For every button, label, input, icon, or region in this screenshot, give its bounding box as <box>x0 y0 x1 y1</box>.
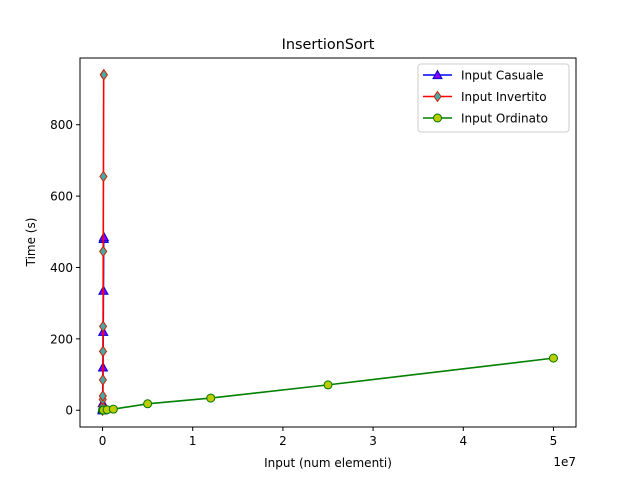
legend-entry-input-casuale: Input Casuale <box>423 69 544 83</box>
legend-marker <box>433 113 442 123</box>
series-layer <box>97 68 558 417</box>
x-tick-label: 3 <box>369 434 377 448</box>
y-axis-label: Time (s) <box>24 218 38 268</box>
x-axis-ticks: 0 1 2 3 4 5 <box>99 427 558 448</box>
y-tick-label: 0 <box>65 404 73 418</box>
y-tick-label: 800 <box>50 118 73 132</box>
data-point <box>98 320 108 333</box>
legend-entry-input-invertito: Input Invertito <box>423 90 547 104</box>
data-point <box>143 399 153 409</box>
y-tick-label: 600 <box>50 190 73 204</box>
data-point <box>99 245 108 258</box>
y-axis-ticks: 0 200 400 600 800 <box>50 118 80 418</box>
data-point <box>108 404 118 414</box>
legend-label: Input Casuale <box>461 69 544 83</box>
legend-box <box>417 63 570 133</box>
data-point <box>548 353 558 363</box>
x-axis-label: Input (num elementi) <box>264 456 392 470</box>
legend-marker <box>432 69 443 80</box>
data-point <box>98 390 107 402</box>
data-point <box>206 393 216 403</box>
legend-marker <box>433 90 442 103</box>
legend-label: Input Invertito <box>461 90 547 104</box>
data-point <box>98 345 108 358</box>
x-tick-label: 4 <box>459 434 467 448</box>
x-axis-offset-label: 1e7 <box>553 455 576 469</box>
legend-label: Input Ordinato <box>461 112 548 126</box>
data-point <box>99 68 109 81</box>
x-tick-label: 1 <box>189 434 197 448</box>
x-tick-label: 5 <box>550 434 558 448</box>
x-tick-label: 0 <box>99 434 107 448</box>
series-input-ordinato <box>98 353 558 415</box>
data-point <box>323 380 333 390</box>
legend-entry-input-ordinato: Input Ordinato <box>423 112 548 126</box>
chart-title: InsertionSort <box>282 37 375 53</box>
y-tick-label: 400 <box>50 261 73 275</box>
legend: Input Casuale Input Invertito Input Ordina… <box>417 63 570 133</box>
data-point <box>99 170 108 183</box>
data-point <box>98 374 108 386</box>
y-tick-label: 200 <box>50 332 73 346</box>
x-tick-label: 2 <box>279 434 287 448</box>
